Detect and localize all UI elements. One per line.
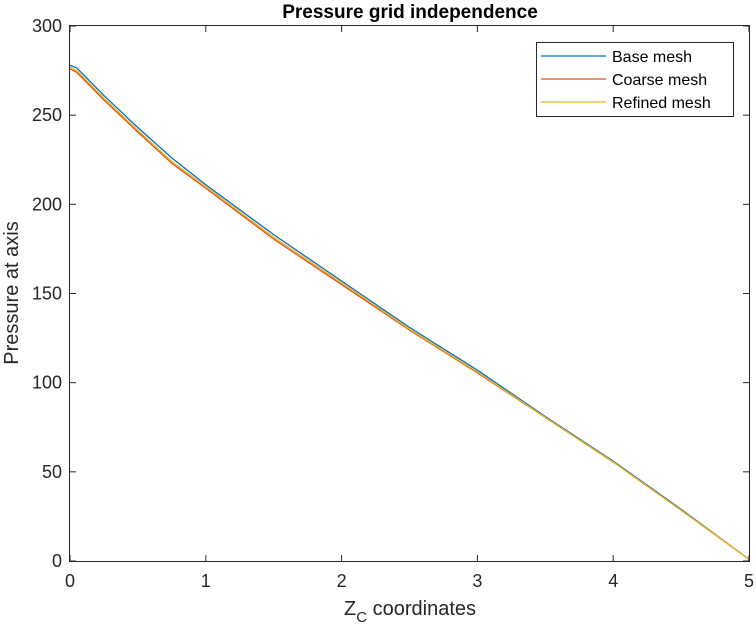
series-line-base-mesh bbox=[69, 64, 750, 560]
x-tick-label: 0 bbox=[65, 571, 75, 591]
x-axis-label-main: Z bbox=[344, 598, 356, 620]
y-tick-label: 0 bbox=[52, 551, 62, 571]
y-tick-label: 300 bbox=[32, 16, 62, 36]
legend-label-base-mesh: Base mesh bbox=[612, 49, 692, 66]
legend-label-refined-mesh: Refined mesh bbox=[612, 95, 711, 112]
y-tick-label: 100 bbox=[32, 373, 62, 393]
y-axis-ticks: 0 50 100 150 200 250 300 bbox=[32, 16, 749, 571]
x-axis-label-suffix: coordinates bbox=[367, 598, 476, 620]
y-tick-label: 50 bbox=[42, 462, 62, 482]
x-axis-ticks: 0 1 2 3 4 5 bbox=[65, 26, 754, 591]
x-axis-label-subscript: C bbox=[356, 609, 367, 626]
y-tick-label: 250 bbox=[32, 105, 62, 125]
series-line-refined-mesh bbox=[69, 66, 750, 560]
x-tick-label: 4 bbox=[608, 571, 618, 591]
x-tick-label: 3 bbox=[472, 571, 482, 591]
chart-title: Pressure grid independence bbox=[282, 2, 538, 23]
x-tick-label: 1 bbox=[201, 571, 211, 591]
series-layer bbox=[69, 64, 750, 560]
y-tick-label: 200 bbox=[32, 194, 62, 214]
legend-label-coarse-mesh: Coarse mesh bbox=[612, 72, 707, 89]
x-axis-label: ZC coordinates bbox=[344, 598, 476, 626]
y-tick-label: 150 bbox=[32, 284, 62, 304]
y-axis-label: Pressure at axis bbox=[1, 221, 23, 364]
x-tick-label: 5 bbox=[744, 571, 754, 591]
legend: Base mesh Coarse mesh Refined mesh bbox=[536, 42, 734, 117]
legend-items: Base mesh Coarse mesh Refined mesh bbox=[541, 49, 711, 112]
plot-frame bbox=[69, 25, 750, 562]
x-tick-label: 2 bbox=[337, 571, 347, 591]
